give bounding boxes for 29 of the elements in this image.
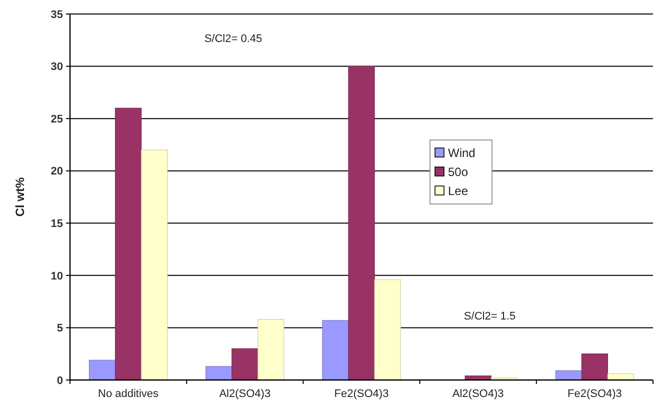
y-tick-label: 5	[56, 322, 63, 335]
bar	[88, 360, 116, 380]
y-axis-title: Cl wt%	[13, 177, 27, 217]
legend-label: Wind	[448, 146, 476, 160]
bar	[114, 108, 142, 380]
bar	[141, 150, 168, 380]
bar	[374, 279, 401, 380]
x-tick-label: Fe2(SO4)3	[567, 388, 622, 400]
bar	[348, 66, 375, 380]
legend-label: Lee	[448, 184, 468, 198]
annotation: S/Cl2= 1.5	[464, 310, 516, 322]
bar	[206, 366, 232, 380]
annotation: S/Cl2= 0.45	[204, 33, 262, 46]
x-tick-label: Al2(SO4)3	[219, 388, 271, 400]
y-tick-label: 25	[50, 113, 63, 126]
bar	[581, 354, 608, 380]
x-tick-label: No additives	[98, 388, 160, 400]
legend-label: 50o	[448, 165, 468, 180]
y-tick-label: 15	[50, 218, 63, 230]
y-tick-label: 20	[50, 166, 63, 178]
y-tick-label: 10	[50, 270, 63, 282]
bar	[322, 320, 349, 380]
y-tick-label: 35	[50, 8, 63, 21]
bar	[232, 348, 258, 380]
bar	[258, 319, 284, 380]
y-tick-label: 30	[50, 61, 63, 74]
x-tick-label: Al2(SO4)3	[452, 388, 504, 400]
x-tick-label: Fe2(SO4)3	[334, 388, 389, 400]
y-tick-label: 0	[56, 374, 63, 387]
